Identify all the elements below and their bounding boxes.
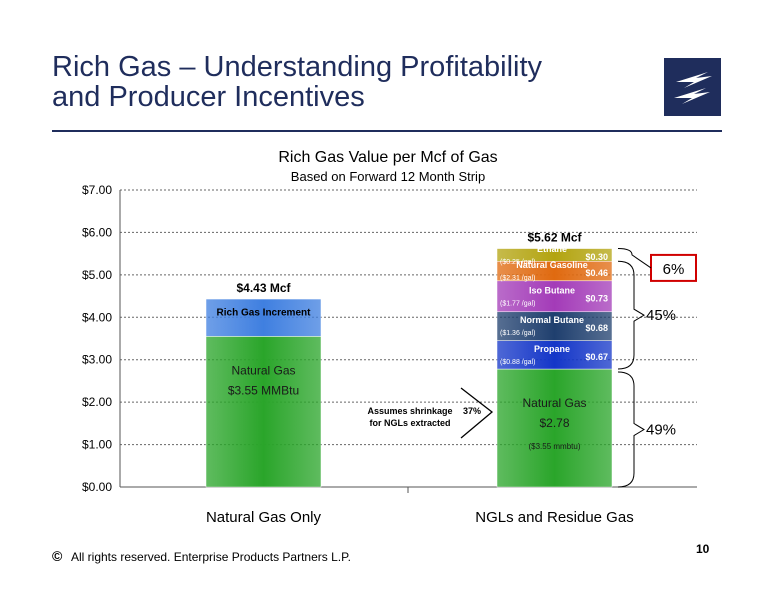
bar-segment-price: ($0.25 /gal)	[500, 259, 535, 266]
y-tick-label: $4.00	[82, 310, 112, 324]
bar-segment-value: $0.73	[585, 293, 608, 303]
chart-subtitle: Based on Forward 12 Month Strip	[291, 169, 485, 184]
bar-segment-name: Natural Gasoline	[516, 260, 588, 270]
percent-label-ngls: 45%	[646, 307, 676, 324]
title-divider	[52, 130, 722, 132]
bar-segment-name: Normal Butane	[520, 315, 584, 325]
bar-segment-price: ($1.36 /gal)	[500, 330, 535, 337]
bar-segment-rich-gas-increment	[205, 298, 322, 337]
y-tick-label: $6.00	[82, 225, 112, 239]
bar-segment-value: $0.30	[585, 252, 608, 262]
bar-segment-name: Propane	[534, 344, 570, 354]
bar-segment-name: Iso Butane	[529, 285, 575, 295]
annotation-arrow	[460, 387, 494, 439]
y-tick-label: $0.00	[82, 480, 112, 494]
bar-segment-natural-gas	[496, 368, 613, 488]
bar-segment-value: $0.46	[585, 268, 608, 278]
bar-segment-label: Natural Gas	[231, 363, 295, 377]
company-logo	[664, 58, 721, 116]
percent-label-ethane: 6%	[663, 261, 685, 278]
bar-segment-propane	[496, 340, 613, 370]
title-line-2: and Producer Incentives	[52, 81, 365, 113]
bar-segment-normal-butane	[496, 311, 613, 341]
annotation-percent: 37%	[463, 406, 481, 416]
bar-segment-label: $3.55 MMBtu	[228, 383, 299, 397]
brace-line	[617, 248, 652, 269]
annotation-text: Assumes shrinkage	[367, 406, 452, 416]
bar-segment-value: $0.67	[585, 352, 608, 362]
brace-ngls	[617, 260, 645, 370]
bar-segment-natural-gas	[205, 336, 322, 488]
bar-segment-label: $2.78	[539, 416, 569, 430]
bar-segment-price: ($2.31 /gal)	[500, 275, 535, 282]
bar-segment-value: $0.68	[585, 323, 608, 333]
footer: © All rights reserved. Enterprise Produc…	[52, 548, 351, 564]
x-category-label: NGLs and Residue Gas	[475, 509, 633, 526]
lightning-bolt-logo-icon	[674, 72, 712, 104]
page-number: 10	[696, 542, 710, 556]
bar-total-label: $5.62 Mcf	[527, 231, 582, 245]
bar-segment-name: Ethane	[537, 244, 567, 254]
chart-title: Rich Gas Value per Mcf of Gas	[278, 149, 497, 166]
annotation-text: for NGLs extracted	[369, 418, 450, 428]
brace-gas	[617, 371, 645, 488]
footer-text: All rights reserved. Enterprise Products…	[71, 550, 351, 564]
bar-segment-label: Natural Gas	[522, 396, 586, 410]
bar-segment-price: ($1.77 /gal)	[500, 300, 535, 307]
y-tick-label: $5.00	[82, 268, 112, 282]
bar-segment-ethane	[496, 248, 613, 262]
copyright-symbol: ©	[52, 548, 63, 564]
y-tick-label: $7.00	[82, 183, 112, 197]
y-tick-label: $2.00	[82, 395, 112, 409]
percent-label-gas: 49%	[646, 422, 676, 439]
bar-segment-sublabel: ($3.55 mmbtu)	[528, 442, 580, 451]
title-line-1: Rich Gas – Understanding Profitability	[52, 51, 543, 83]
y-tick-label: $3.00	[82, 353, 112, 367]
page-title: Rich Gas – Understanding Profitability a…	[52, 52, 632, 112]
bar-segment-label: Rich Gas Increment	[217, 308, 312, 319]
y-tick-label: $1.00	[82, 438, 112, 452]
bar-segment-iso-butane	[496, 280, 613, 313]
bar-segment-price: ($0.88 /gal)	[500, 359, 535, 366]
x-category-label: Natural Gas Only	[206, 509, 322, 526]
bar-total-label: $4.43 Mcf	[236, 281, 291, 295]
